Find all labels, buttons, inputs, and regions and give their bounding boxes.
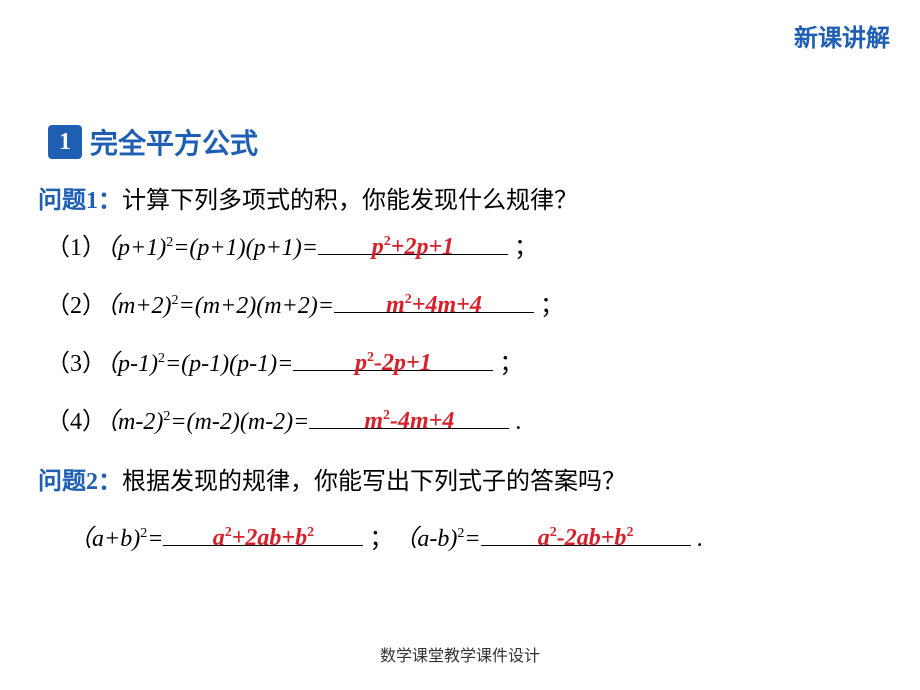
answer-text: m2+4m+4 [334,280,534,325]
content-area: 问题1：计算下列多项式的积，你能发现什么规律？ （1）（p+1)2=(p+1)(… [38,180,890,554]
q1-item-line: （3）（p-1)2=(p-1)(p-1)=p2-2p+1 ； [38,339,890,379]
q1-item-line: （4）（m-2)2=(m-2)(m-2)=m2-4m+4 . [38,397,890,437]
item-expression: （m+2)2=(m+2)(m+2)= [106,293,334,319]
question-2-block: 问题2：根据发现的规律，你能写出下列式子的答案吗？ （a+b)2=a2+2ab+… [38,461,890,554]
q2-expr-2: （a-b)2= [393,526,480,552]
item-number: （4） [46,409,106,435]
answer-text: a2+2ab+b2 [163,513,363,558]
question-1-prompt: 问题1：计算下列多项式的积，你能发现什么规律？ [38,180,890,215]
answer-blank: m2+4m+4 [334,286,534,326]
line-terminator: ； [493,351,523,377]
question-1-block: 问题1：计算下列多项式的积，你能发现什么规律？ （1）（p+1)2=(p+1)(… [38,180,890,437]
q1-text: 计算下列多项式的积，你能发现什么规律？ [122,188,578,214]
line-terminator: . [509,409,521,435]
answer-blank: m2-4m+4 [309,402,509,442]
q2-blank-1: a2+2ab+b2 [163,519,363,559]
answer-text: a2-2ab+b2 [481,513,691,558]
header-label: 新课讲解 [794,18,890,53]
section-title-row: 1 完全平方公式 [48,122,258,162]
answer-text: m2-4m+4 [309,396,509,441]
q1-items: （1）（p+1)2=(p+1)(p+1)=p2+2p+1 ；（2）（m+2)2=… [38,223,890,437]
answer-text: p2-2p+1 [293,338,493,383]
item-expression: （p-1)2=(p-1)(p-1)= [106,351,293,377]
q2-terminator: . [691,526,703,552]
q2-blank-2: a2-2ab+b2 [481,519,691,559]
q1-item-line: （1）（p+1)2=(p+1)(p+1)=p2+2p+1 ； [38,223,890,263]
q1-label: 问题1： [38,188,122,214]
answer-blank: p2-2p+1 [293,344,493,384]
item-number: （1） [46,235,106,261]
question-2-prompt: 问题2：根据发现的规律，你能写出下列式子的答案吗？ [38,461,890,496]
answer-blank: p2+2p+1 [318,228,508,268]
item-expression: （m-2)2=(m-2)(m-2)= [106,409,309,435]
item-number: （2） [46,293,106,319]
item-expression: （p+1)2=(p+1)(p+1)= [106,235,318,261]
line-terminator: ； [508,235,538,261]
q2-label: 问题2： [38,469,122,495]
footer-text: 数学课堂教学课件设计 [0,642,920,666]
line-terminator: ； [534,293,564,319]
item-number: （3） [46,351,106,377]
section-badge: 1 [48,125,82,159]
q2-separator: ； [363,526,393,552]
q1-item-line: （2）（m+2)2=(m+2)(m+2)=m2+4m+4 ； [38,281,890,321]
answer-text: p2+2p+1 [318,222,508,267]
q2-text: 根据发现的规律，你能写出下列式子的答案吗？ [122,469,626,495]
section-title: 完全平方公式 [90,122,258,162]
q2-expr-1: （a+b)2= [68,526,163,552]
q2-expression-line: （a+b)2=a2+2ab+b2 ；（a-b)2=a2-2ab+b2 . [38,514,890,554]
